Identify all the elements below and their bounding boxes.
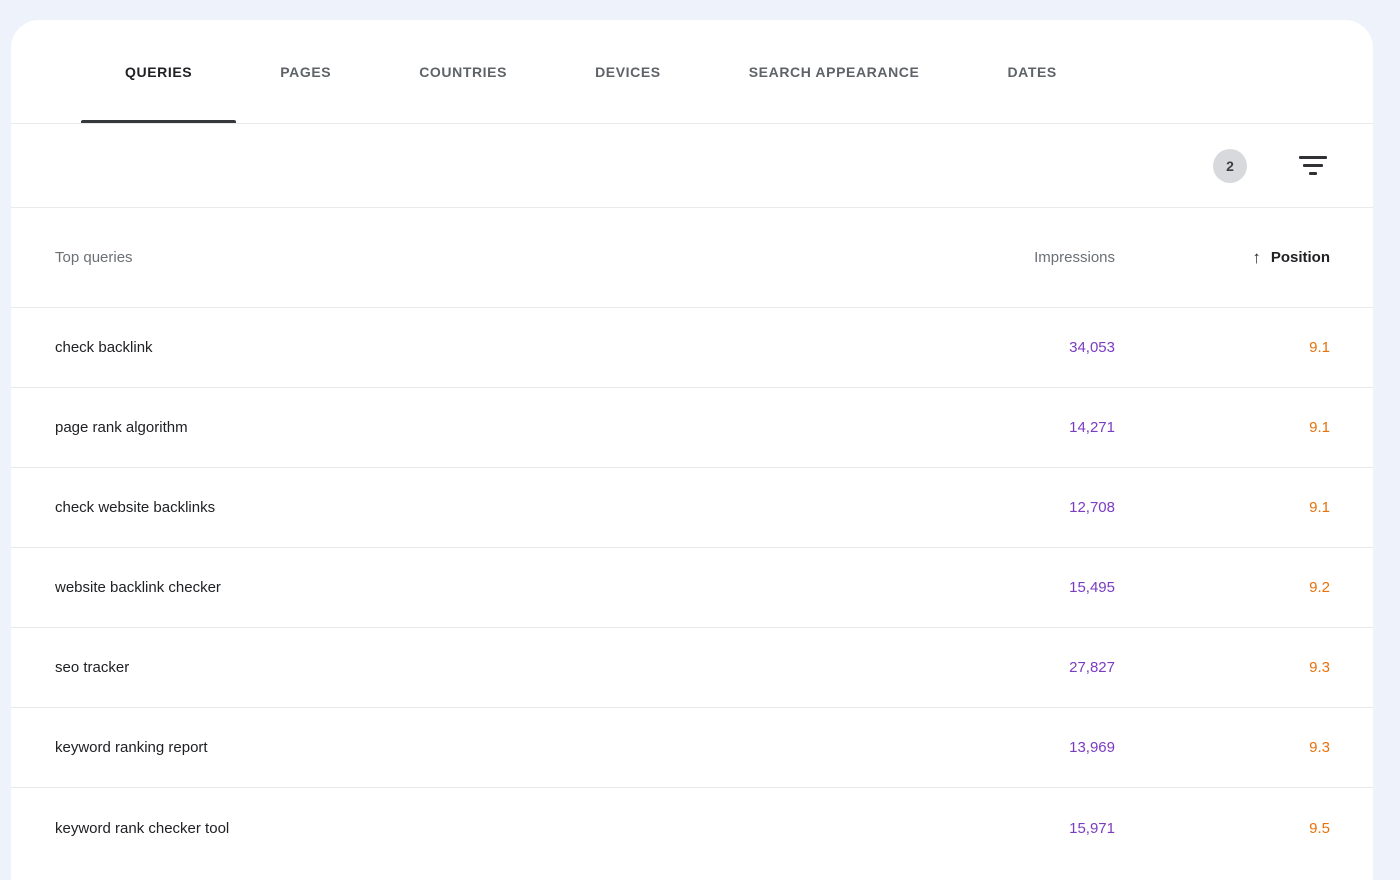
- performance-report-card: QUERIES PAGES COUNTRIES DEVICES SEARCH A…: [11, 20, 1373, 880]
- query-cell[interactable]: keyword ranking report: [55, 739, 208, 756]
- dimension-tab-bar: QUERIES PAGES COUNTRIES DEVICES SEARCH A…: [11, 20, 1373, 124]
- filter-toolbar: 2: [11, 124, 1373, 208]
- position-cell: 9.2: [1309, 579, 1330, 596]
- filter-count-badge[interactable]: 2: [1213, 148, 1247, 183]
- query-cell[interactable]: check website backlinks: [55, 499, 216, 516]
- table-row[interactable]: page rank algorithm 14,271 9.1: [11, 388, 1373, 468]
- position-cell: 9.3: [1309, 739, 1330, 756]
- position-header-label: Position: [1270, 249, 1330, 266]
- table-row[interactable]: keyword rank checker tool 15,971 9.5: [11, 788, 1373, 868]
- tab-label: SEARCH APPEARANCE: [748, 63, 920, 80]
- table-row[interactable]: website backlink checker 15,495 9.2: [11, 548, 1373, 628]
- query-cell[interactable]: check backlink: [55, 339, 153, 356]
- table-row[interactable]: keyword ranking report 13,969 9.3: [11, 708, 1373, 788]
- query-cell[interactable]: keyword rank checker tool: [55, 819, 230, 837]
- impressions-cell: 15,495: [1069, 579, 1115, 596]
- tab-devices[interactable]: DEVICES: [551, 20, 705, 123]
- column-header-impressions[interactable]: Impressions: [1034, 249, 1115, 266]
- position-cell: 9.1: [1309, 339, 1330, 356]
- column-header-position[interactable]: ↑ Position: [1115, 249, 1330, 266]
- table-body: check backlink 34,053 9.1 page rank algo…: [11, 308, 1373, 868]
- table-row[interactable]: seo tracker 27,827 9.3: [11, 628, 1373, 708]
- impressions-cell: 15,971: [1069, 819, 1115, 837]
- position-cell: 9.1: [1309, 419, 1330, 436]
- position-cell: 9.3: [1309, 659, 1330, 676]
- tab-countries[interactable]: COUNTRIES: [375, 20, 551, 123]
- impressions-cell: 27,827: [1069, 659, 1115, 676]
- tab-queries[interactable]: QUERIES: [81, 20, 237, 123]
- tab-label: DEVICES: [595, 63, 661, 80]
- impressions-cell: 13,969: [1069, 739, 1115, 756]
- impressions-cell: 34,053: [1069, 339, 1115, 356]
- impressions-cell: 14,271: [1069, 419, 1115, 436]
- arrow-upward-icon: ↑: [1252, 248, 1261, 267]
- tab-label: COUNTRIES: [419, 63, 508, 80]
- table-row[interactable]: check website backlinks 12,708 9.1: [11, 468, 1373, 548]
- tab-label: DATES: [1007, 63, 1057, 80]
- tab-label: QUERIES: [125, 63, 193, 80]
- tab-pages[interactable]: PAGES: [236, 20, 375, 123]
- query-cell[interactable]: page rank algorithm: [55, 419, 188, 436]
- tab-label: PAGES: [280, 63, 332, 80]
- query-cell[interactable]: seo tracker: [55, 659, 130, 676]
- query-cell[interactable]: website backlink checker: [55, 579, 221, 596]
- position-cell: 9.1: [1309, 499, 1330, 516]
- table-row[interactable]: check backlink 34,053 9.1: [11, 308, 1373, 388]
- impressions-cell: 12,708: [1069, 499, 1115, 516]
- filter-list-icon[interactable]: [1299, 156, 1327, 176]
- column-header-top-queries[interactable]: Top queries: [55, 249, 133, 266]
- tab-dates[interactable]: DATES: [963, 20, 1100, 123]
- table-header-row: Top queries Impressions ↑ Position: [11, 208, 1373, 308]
- position-cell: 9.5: [1309, 819, 1330, 837]
- tab-search-appearance[interactable]: SEARCH APPEARANCE: [705, 20, 964, 123]
